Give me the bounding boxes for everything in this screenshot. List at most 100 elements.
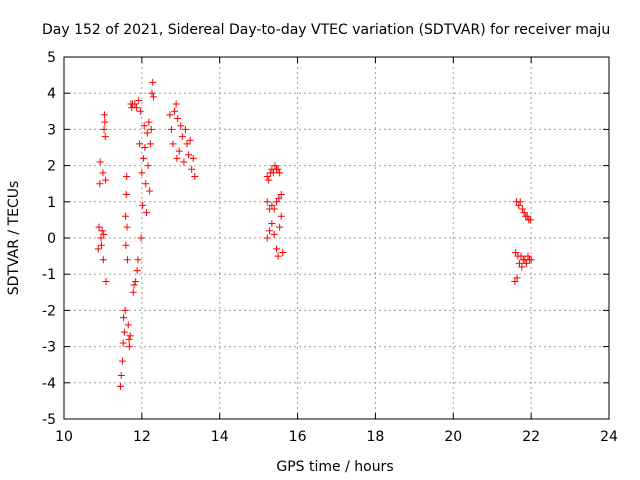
data-point <box>116 382 124 390</box>
data-point <box>136 140 144 148</box>
x-tick-labels: 10 12 14 16 18 20 22 24 <box>55 429 618 445</box>
data-point <box>167 125 175 133</box>
data-point <box>276 169 284 177</box>
data-point <box>97 241 105 249</box>
data-point <box>263 172 271 180</box>
data-point <box>141 144 149 151</box>
data-point <box>149 78 157 86</box>
data-point <box>133 267 141 275</box>
data-point <box>513 274 521 282</box>
data-point <box>512 248 520 256</box>
data-point <box>147 125 155 133</box>
y-tick-label: 4 <box>47 86 56 102</box>
data-point <box>276 223 284 231</box>
x-tick-label: 14 <box>211 429 229 445</box>
data-point <box>143 209 151 217</box>
y-tick-label: -3 <box>42 340 56 356</box>
data-point <box>270 205 278 213</box>
data-point <box>263 198 271 206</box>
data-point <box>123 256 131 264</box>
data-point <box>172 100 180 108</box>
data-point <box>266 227 274 235</box>
data-point <box>524 252 532 260</box>
data-point <box>120 314 128 322</box>
data-point <box>520 209 528 217</box>
data-point <box>123 172 131 180</box>
data-point <box>121 306 129 314</box>
data-point <box>263 234 271 242</box>
data-point <box>95 223 103 231</box>
data-point <box>134 256 142 264</box>
data-point <box>519 205 527 213</box>
data-point <box>122 241 130 249</box>
data-point <box>102 277 110 285</box>
data-point <box>511 277 519 285</box>
data-point <box>117 372 125 380</box>
data-point <box>143 129 151 137</box>
data-point <box>265 176 273 184</box>
data-point <box>270 230 278 238</box>
x-tick-label: 12 <box>133 429 151 445</box>
data-point <box>131 100 139 108</box>
data-point <box>517 252 525 260</box>
data-point <box>99 169 107 177</box>
data-point <box>273 245 281 253</box>
data-point <box>189 154 197 162</box>
data-point <box>277 191 285 199</box>
data-point <box>274 165 282 173</box>
y-tick-label: -1 <box>42 267 56 283</box>
data-point <box>148 89 156 97</box>
data-point <box>527 256 535 264</box>
data-point <box>150 93 158 101</box>
y-axis-label: SDTVAR / TECUs <box>6 181 22 296</box>
data-point <box>269 169 277 177</box>
data-point <box>146 187 154 195</box>
data-point <box>119 339 127 347</box>
data-point <box>515 259 523 267</box>
y-tick-label: 3 <box>47 122 56 138</box>
data-point <box>186 136 194 144</box>
data-point <box>180 158 188 166</box>
axis-ticks <box>63 56 610 420</box>
data-point <box>268 201 276 209</box>
x-tick-label: 18 <box>367 429 385 445</box>
data-point <box>173 154 181 162</box>
y-tick-label: -2 <box>42 303 56 319</box>
y-tick-label: 1 <box>47 195 56 211</box>
x-tick-label: 24 <box>600 429 618 445</box>
data-point <box>99 256 107 264</box>
data-point <box>183 140 191 148</box>
data-point <box>120 328 128 336</box>
data-point <box>100 230 108 238</box>
data-point <box>98 227 106 235</box>
data-point <box>135 96 143 104</box>
data-point <box>139 201 147 209</box>
data-point <box>139 154 147 162</box>
data-point <box>101 133 109 141</box>
data-point <box>123 223 131 231</box>
data-point <box>515 201 523 209</box>
data-point <box>137 234 145 242</box>
data-point <box>144 162 152 170</box>
data-point <box>522 259 530 267</box>
grid <box>64 57 609 419</box>
data-point <box>169 140 177 148</box>
data-point <box>518 263 526 271</box>
data-point <box>122 191 130 199</box>
data-points <box>94 78 535 390</box>
data-point <box>516 198 524 206</box>
data-point <box>526 216 534 224</box>
data-point <box>277 212 285 220</box>
data-point <box>124 321 132 329</box>
data-point <box>191 172 199 180</box>
data-point <box>96 180 104 188</box>
data-point <box>268 220 276 228</box>
data-point <box>142 180 150 188</box>
data-point <box>97 234 105 242</box>
data-point <box>100 125 108 133</box>
data-point <box>132 104 140 112</box>
data-point <box>101 118 109 126</box>
data-point <box>132 277 140 285</box>
data-point <box>273 198 281 206</box>
